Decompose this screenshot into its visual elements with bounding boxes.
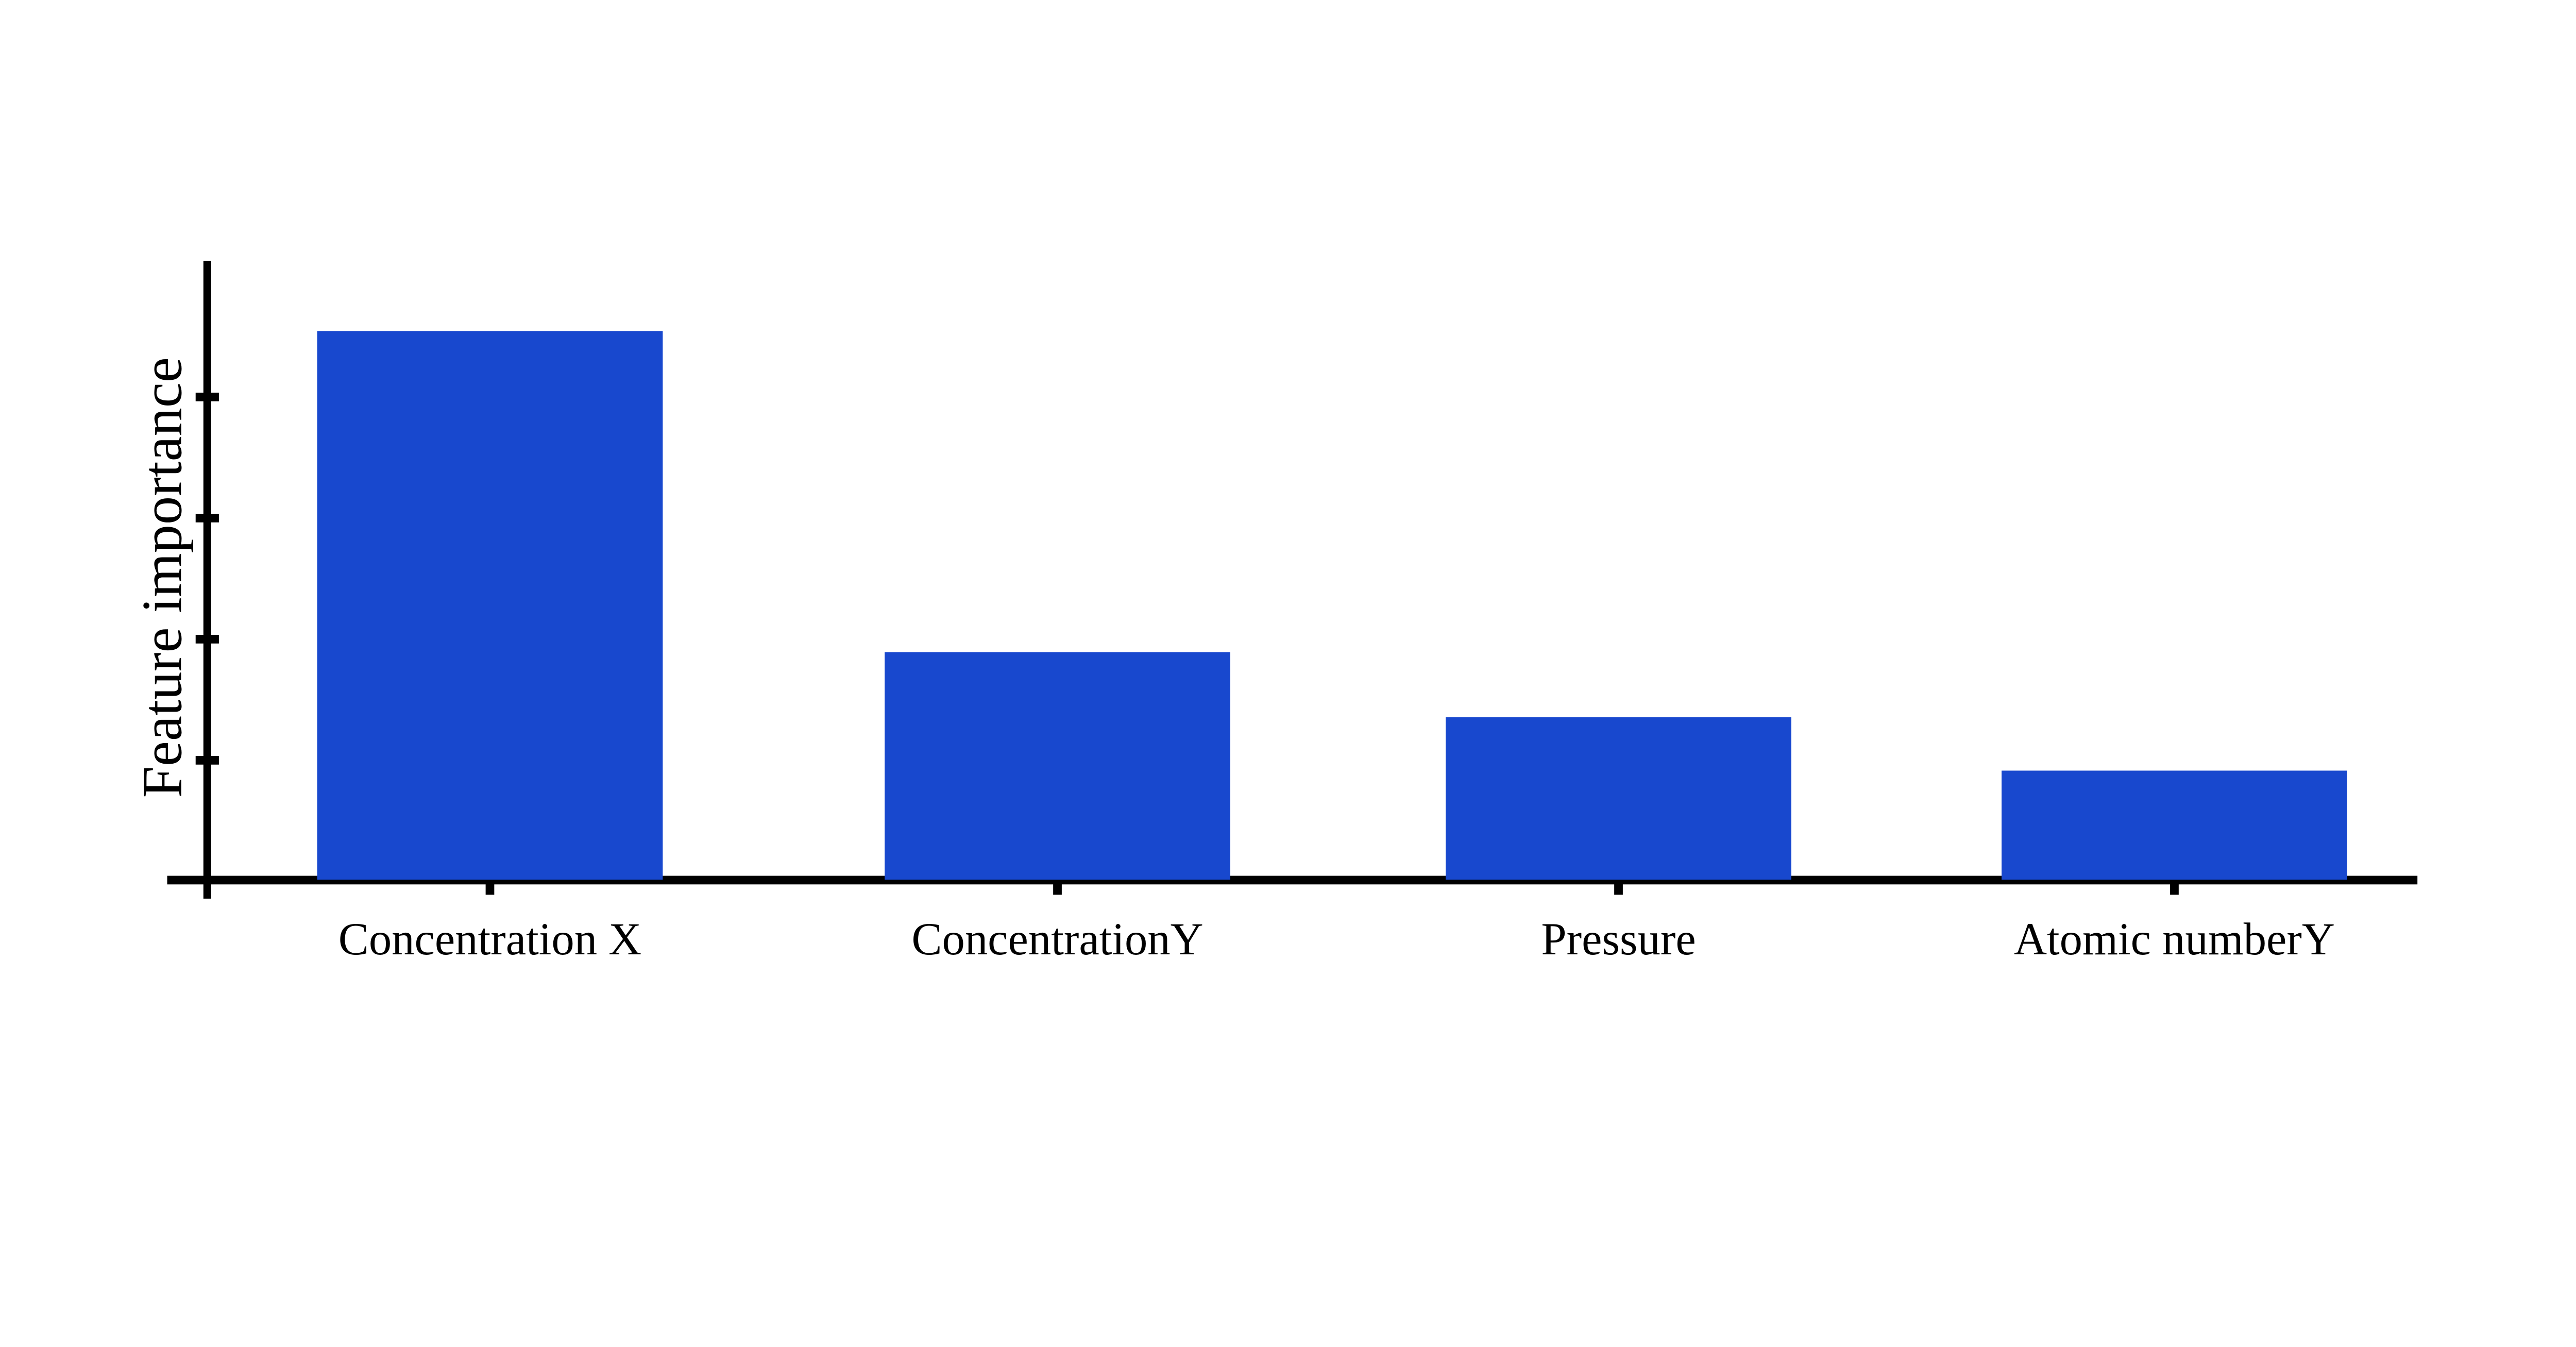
x-tick-label-concentrationy: ConcentrationY [911, 914, 1204, 965]
x-axis-tick [485, 883, 495, 895]
bar-concentration-x [317, 331, 663, 880]
y-axis-tick [195, 392, 219, 401]
bar-atomic-numbery [2002, 770, 2347, 880]
x-tick-label-concentration-x: Concentration X [338, 914, 642, 965]
y-axis-tick [195, 756, 219, 765]
plot-area: Concentration X ConcentrationY Pressure Ato… [167, 261, 2418, 965]
x-axis-tick [1614, 883, 1623, 895]
feature-importance-bar-chart: Feature importance Concentration X Concen… [130, 261, 2418, 965]
bar-pressure [1446, 717, 1791, 880]
bar-concentrationy [885, 652, 1230, 880]
x-tick-label-pressure: Pressure [1541, 914, 1696, 965]
x-axis-line [167, 875, 2418, 885]
x-axis-tick [2170, 883, 2179, 895]
y-axis-tick [195, 635, 219, 644]
y-axis-line [203, 261, 211, 899]
x-tick-label-atomic-numbery: Atomic numberY [2014, 914, 2335, 965]
y-axis-tick [195, 513, 219, 523]
x-axis-tick [1053, 883, 1062, 895]
